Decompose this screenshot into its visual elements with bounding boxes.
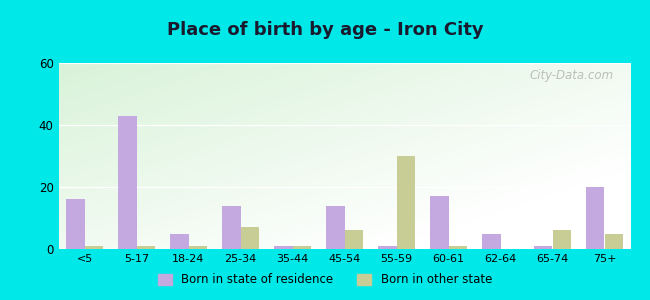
Bar	[534, 246, 552, 249]
Bar	[604, 233, 623, 249]
Bar	[188, 246, 207, 249]
Bar	[326, 206, 344, 249]
Bar	[344, 230, 363, 249]
Bar	[136, 246, 155, 249]
Bar	[118, 116, 136, 249]
Bar	[240, 227, 259, 249]
Bar	[66, 200, 84, 249]
Bar	[396, 156, 415, 249]
Bar	[378, 246, 396, 249]
Bar	[430, 196, 448, 249]
Bar	[84, 246, 103, 249]
Bar	[552, 230, 571, 249]
Legend: Born in state of residence, Born in other state: Born in state of residence, Born in othe…	[153, 269, 497, 291]
Text: City-Data.com: City-Data.com	[529, 69, 614, 82]
Bar	[482, 233, 500, 249]
Text: Place of birth by age - Iron City: Place of birth by age - Iron City	[166, 21, 484, 39]
Bar	[222, 206, 240, 249]
Bar	[586, 187, 605, 249]
Bar	[274, 246, 292, 249]
Bar	[292, 246, 311, 249]
Bar	[170, 233, 188, 249]
Bar	[448, 246, 467, 249]
